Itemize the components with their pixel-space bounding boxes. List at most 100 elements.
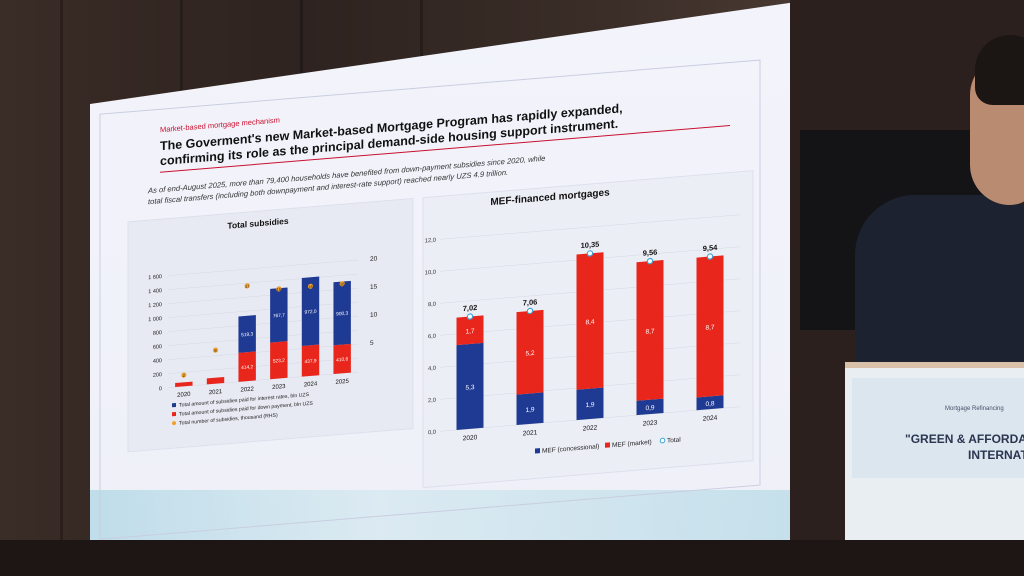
gridline [168,273,358,290]
gridline [168,371,358,388]
x-tick-label: 2021 [209,389,223,396]
legend-label: Total [667,437,681,445]
x-tick-label: 2023 [272,384,286,391]
bar-mef-market [636,260,664,401]
x-tick-label: 2023 [643,419,658,427]
stage-floor [0,540,1024,576]
y-tick: 8,0 [428,302,436,309]
gridline [168,357,358,374]
header-divider [160,125,730,173]
data-label-total: 10,35 [581,240,600,251]
x-tick-label: 2021 [523,429,538,437]
speaker-hair [975,35,1024,105]
marker-subsidy-count [212,347,219,353]
bar-mef-market [696,255,724,398]
bar-interest-rate [238,315,256,353]
projection-screen: Market-based mortgage mechanism The Gove… [90,0,810,560]
podium-small-text: Mortgage Refinancing [945,406,1004,412]
bar-mef-concessional [516,392,544,426]
data-label-mef-concessional: 5,3 [465,384,474,392]
marker-total [526,307,534,315]
legend-swatch [172,402,176,408]
data-label-subsidy-count: 6 [214,348,217,353]
data-label-mef-concessional: 0,9 [645,404,654,412]
marker-subsidy-count [276,286,282,292]
data-label-interest-rate: 519,3 [241,331,253,338]
gridline [440,214,740,240]
marker-total [706,253,714,260]
bar-down-payment [333,343,351,375]
data-label-total: 9,54 [703,243,718,253]
bar-down-payment [270,341,288,380]
slide-frame [99,59,761,540]
data-label-mef-market: 1,7 [465,328,474,336]
y-tick-right: 5 [370,340,374,347]
y-tick-left: 0 [159,386,162,392]
legend-swatch [172,411,176,417]
y-tick-left: 1 400 [148,288,162,295]
y-tick-right: 20 [370,255,378,263]
legend-swatch [605,442,610,448]
data-label-subsidy-count: 2 [183,373,186,378]
gridline [168,259,358,276]
data-label-interest-rate: 767,7 [273,313,285,320]
chart-mef-mortgages: MEF-financed mortgages 0,02,04,06,08,010… [422,170,754,489]
data-label-down-payment: 410,6 [336,356,348,363]
bar-mef-concessional [696,395,724,411]
data-label-subsidy-count: 16 [340,281,345,286]
data-label-total: 9,56 [643,248,658,258]
legend-label: MEF (market) [612,439,652,449]
legend-swatch [535,448,540,454]
y-tick-left: 1 000 [148,316,162,323]
y-tick: 2,0 [428,398,436,405]
x-tick-label: 2025 [335,379,349,386]
slide-canvas: Market-based mortgage mechanism The Gove… [99,59,761,540]
data-label-mef-concessional: 1,9 [525,406,534,414]
y-tick-right: 10 [370,311,378,319]
y-tick-left: 600 [153,344,162,351]
bar-mef-concessional [636,398,664,416]
y-tick-left: 400 [153,358,162,365]
bar-down-payment [301,344,320,377]
x-tick-label: 2022 [583,424,598,432]
bar-down-payment [175,381,193,388]
y-tick: 12,0 [425,238,436,245]
data-label-subsidy-count: 17 [245,283,250,288]
legend-swatch [659,437,666,444]
bar-interest-rate [270,287,288,343]
podium-text-line-1: "GREEN & AFFORDA [905,432,1024,446]
gridline [168,301,358,318]
y-tick: 6,0 [428,334,436,341]
data-label-total: 7,02 [463,303,478,313]
data-label-interest-rate: 900,3 [336,311,348,318]
x-tick-label: 2022 [240,387,254,394]
data-label-mef-market: 8,4 [585,319,594,327]
bar-mef-market [576,252,604,390]
marker-subsidy-count [339,281,345,287]
y-tick: 4,0 [428,366,436,373]
data-label-mef-market: 5,2 [525,350,534,358]
y-tick: 10,0 [425,270,436,277]
y-tick-right: 15 [370,283,378,291]
x-tick-label: 2024 [703,415,718,423]
speaker-body [855,195,1024,365]
data-label-interest-rate: 972,0 [305,309,317,316]
podium-text-line-2: INTERNATIONA [968,448,1024,462]
legend-label: MEF (concessional) [542,443,599,455]
x-tick-label: 2020 [177,392,191,399]
data-label-down-payment: 523,2 [273,358,285,365]
y-tick-left: 1 200 [148,302,162,309]
gridline [168,287,358,304]
y-tick-left: 800 [153,330,162,337]
data-label-total: 7,06 [523,297,538,307]
gridline [168,329,358,346]
data-label-subsidy-count: 16 [277,286,282,291]
x-tick-label: 2020 [463,434,478,442]
bar-interest-rate [333,280,351,346]
y-tick: 0,0 [428,430,436,437]
data-label-mef-concessional: 1,9 [585,401,594,409]
bar-down-payment [238,351,256,382]
data-label-down-payment: 437,9 [305,358,317,365]
data-label-mef-market: 8,7 [705,324,714,332]
